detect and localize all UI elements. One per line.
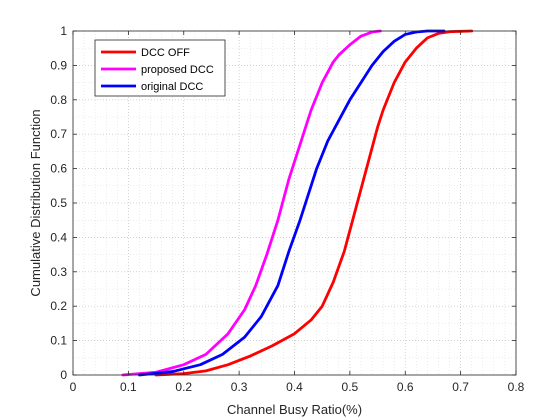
series-line-2 — [121, 29, 382, 377]
x-tick-labels: 0 0.1 0.2 0.3 0.4 0.5 0.6 0.7 0.8 — [70, 380, 525, 394]
legend-label-1: DCC OFF — [141, 47, 190, 59]
y-tick-label: 1 — [60, 24, 67, 38]
y-tick-label: 0.8 — [50, 93, 67, 107]
series-layer — [121, 29, 474, 377]
x-tick-label: 0.6 — [397, 380, 414, 394]
y-tick-label: 0.6 — [50, 162, 67, 176]
x-axis-label: Channel Busy Ratio(%) — [227, 402, 362, 417]
y-tick-labels: 0 0.1 0.2 0.3 0.4 0.5 0.6 0.7 0.8 0.9 1 — [50, 24, 67, 382]
y-tick-label: 0.9 — [50, 58, 67, 72]
series-line-3 — [138, 29, 446, 377]
y-tick-label: 0 — [60, 368, 67, 382]
x-tick-label: 0 — [70, 380, 77, 394]
series-line-1 — [154, 29, 474, 377]
y-tick-label: 0.5 — [50, 196, 67, 210]
y-tick-label: 0.4 — [50, 230, 67, 244]
x-tick-label: 0.1 — [120, 380, 137, 394]
y-tick-label: 0.2 — [50, 299, 67, 313]
legend: DCC OFF proposed DCC original DCC — [94, 39, 226, 97]
legend-label-2: proposed DCC — [141, 64, 214, 76]
x-tick-label: 0.4 — [286, 380, 303, 394]
y-axis-label: Cumulative Distribution Function — [28, 109, 43, 296]
y-tick-label: 0.1 — [50, 334, 67, 348]
tick-marks — [72, 30, 517, 376]
y-tick-label: 0.3 — [50, 265, 67, 279]
legend-label-3: original DCC — [141, 81, 203, 93]
x-tick-label: 0.5 — [342, 380, 359, 394]
x-tick-label: 0.8 — [508, 380, 525, 394]
x-tick-label: 0.2 — [175, 380, 192, 394]
y-tick-label: 0.7 — [50, 127, 67, 141]
x-tick-label: 0.3 — [231, 380, 248, 394]
x-tick-label: 0.7 — [452, 380, 469, 394]
